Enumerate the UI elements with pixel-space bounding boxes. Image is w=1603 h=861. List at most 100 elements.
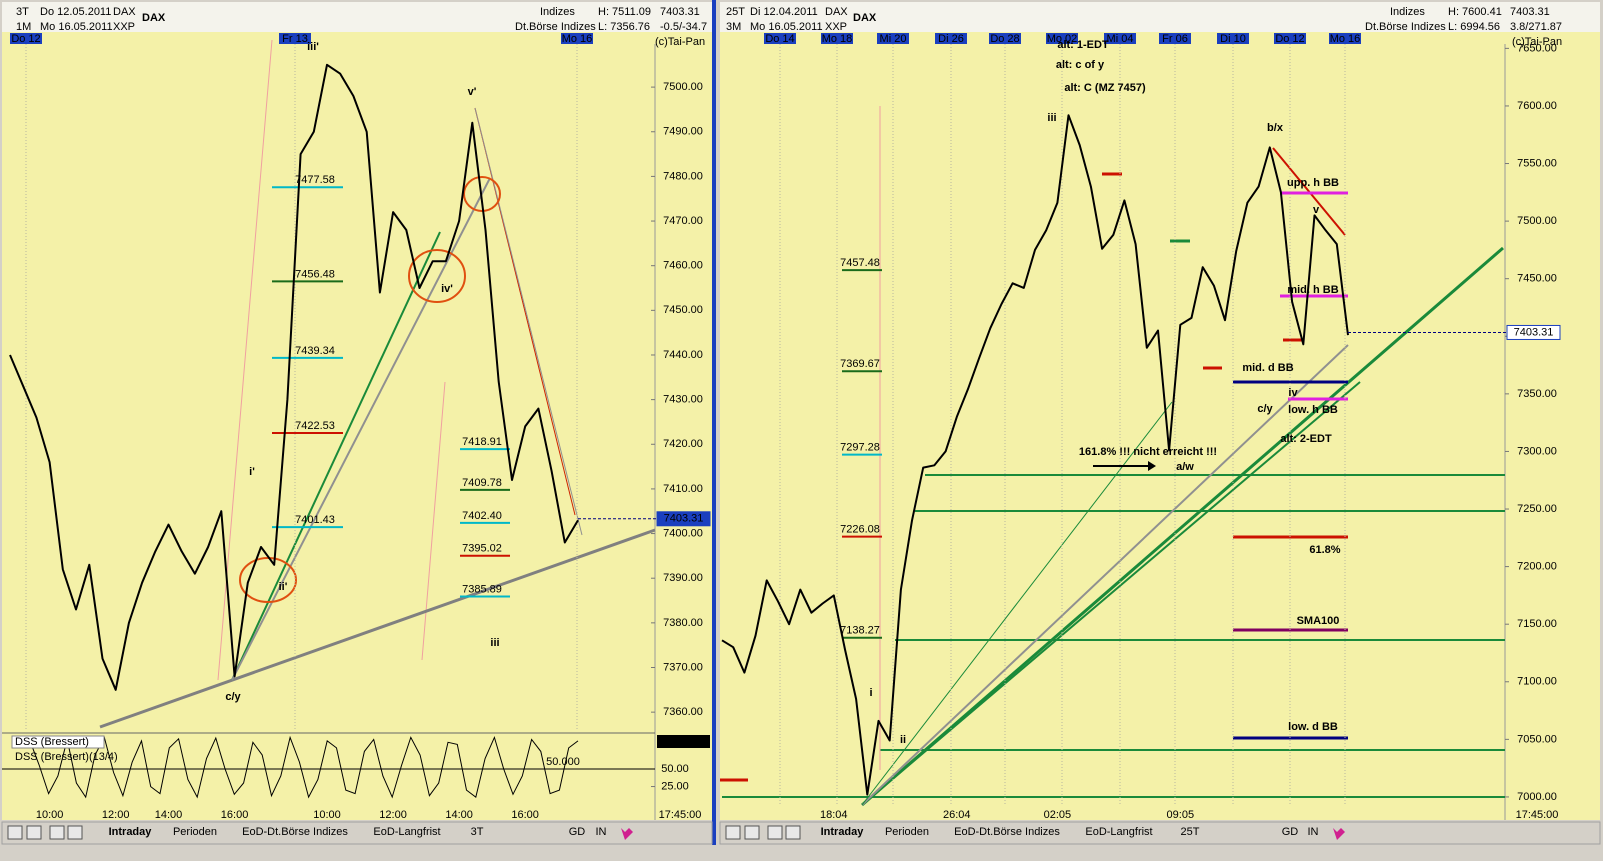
y-tick-label: 7450.00: [1517, 273, 1557, 285]
x-tick-label: 10:00: [313, 809, 341, 821]
osc-tick-label: 25.00: [661, 780, 689, 792]
y-tick-label: 7650.00: [1517, 42, 1557, 54]
level-label: 7369.67: [840, 358, 880, 370]
plot-bg: [720, 32, 1600, 820]
price-line: [721, 114, 1349, 796]
date-marker: Mi 20: [880, 33, 907, 45]
date-marker-box: [279, 33, 311, 44]
date-marker: Di 26: [938, 33, 964, 45]
x-tick-label: 26:04: [943, 809, 971, 821]
header-info: Dt.Börse Indizes: [1365, 21, 1446, 33]
date-marker-box: [10, 33, 42, 44]
wave-annotation: alt: c of y: [1056, 59, 1105, 71]
wave-annotation: a/w: [1176, 461, 1194, 473]
date-marker: Do 14: [765, 33, 794, 45]
osc-line: [29, 735, 579, 799]
level-label: 7297.28: [840, 441, 880, 453]
x-tick-label: 12:00: [102, 809, 130, 821]
y-tick-label: 7390.00: [663, 572, 703, 584]
copyright: (c)Tai-Pan: [655, 36, 705, 48]
level-label: 7402.40: [462, 510, 502, 522]
toolbar-tab[interactable]: 25T: [1181, 826, 1200, 838]
osc-name: DSS (Bressert)(13/4): [15, 751, 118, 763]
y-tick-label: 7450.00: [663, 304, 703, 316]
wave-annotation: mid. d BB: [1242, 362, 1293, 374]
toolbar-tab[interactable]: EoD-Langfrist: [373, 826, 440, 838]
date-marker: Mo 18: [822, 33, 853, 45]
y-tick-label: 7490.00: [663, 126, 703, 138]
date-marker-box: [1046, 33, 1078, 44]
osc-value-box: [657, 735, 710, 748]
date-marker: Mo 16: [562, 33, 593, 45]
y-tick-label: 7460.00: [663, 260, 703, 272]
y-tick-label: 7430.00: [663, 394, 703, 406]
date-marker: Fr 13: [282, 33, 308, 45]
header-info: H: 7511.09: [598, 6, 651, 18]
toolbar-tab[interactable]: Intraday: [109, 826, 153, 838]
price-line: [9, 63, 579, 691]
toolbar: [1, 821, 713, 845]
date-marker: Do 12: [11, 33, 40, 45]
toolbar-tab[interactable]: Intraday: [821, 826, 865, 838]
x-tick-label: 18:04: [820, 809, 848, 821]
last-value-box: [656, 511, 711, 527]
y-tick-label: 7100.00: [1517, 676, 1557, 688]
osc-value: -89.561: [664, 736, 701, 748]
wave-annotation: c/y: [225, 691, 241, 703]
wave-annotation: 61.8%: [1309, 544, 1340, 556]
y-tick-label: 7470.00: [663, 215, 703, 227]
toolbar-tab[interactable]: GD: [569, 826, 586, 838]
header-info: -0.5/-34.7: [660, 21, 707, 33]
header-info: Indizes: [540, 6, 575, 18]
toolbar-tab[interactable]: Perioden: [173, 826, 217, 838]
header-info: H: 7600.41: [1448, 6, 1502, 18]
date-marker: Mi 04: [1107, 33, 1134, 45]
x-tick-label: 14:00: [445, 809, 473, 821]
wave-annotation: iv: [1288, 387, 1298, 399]
date-marker-box: [1159, 33, 1191, 44]
wave-annotation: 161.8% !!! nicht erreicht !!!: [1079, 446, 1217, 458]
header-bg: [720, 2, 1600, 32]
toolbar-tab[interactable]: 3T: [471, 826, 484, 838]
date-marker-box: [561, 33, 593, 44]
toolbar-tab[interactable]: IN: [1308, 826, 1319, 838]
wave-annotation: iii: [490, 637, 499, 649]
header-info: 3M: [726, 21, 741, 33]
date-marker-box: [989, 33, 1021, 44]
toolbar-tab[interactable]: Perioden: [885, 826, 929, 838]
toolbar-tab[interactable]: EoD-Langfrist: [1085, 826, 1152, 838]
y-tick-label: 7600.00: [1517, 100, 1557, 112]
wave-annotation: mid. h BB: [1287, 284, 1338, 296]
date-marker: Do 12: [1275, 33, 1304, 45]
level-label: 7401.43: [295, 514, 335, 526]
y-tick-label: 7200.00: [1517, 561, 1557, 573]
header-info: Do 12.05.2011: [40, 6, 111, 18]
header-info: 7403.31: [1510, 6, 1550, 18]
toolbar-tab[interactable]: EoD-Dt.Börse Indizes: [954, 826, 1060, 838]
header-info: XXP: [825, 21, 847, 33]
y-tick-label: 7250.00: [1517, 503, 1557, 515]
toolbar-tab[interactable]: EoD-Dt.Börse Indizes: [242, 826, 348, 838]
x-tick-label: 10:00: [36, 809, 64, 821]
header-info: Dt.Börse Indizes: [515, 21, 596, 33]
level-label: 7409.78: [462, 477, 502, 489]
wave-annotation: v: [1313, 204, 1320, 216]
wave-annotation: i: [869, 687, 872, 699]
level-label: 7439.34: [295, 345, 335, 357]
osc-name: DSS (Bressert): [15, 736, 89, 748]
wave-annotation: low. d BB: [1288, 721, 1338, 733]
x-tick-label: 14:00: [155, 809, 183, 821]
toolbar-tab[interactable]: IN: [596, 826, 607, 838]
last-value: 7403.31: [1514, 326, 1554, 338]
wave-annotation: v': [468, 86, 477, 98]
osc-level-label: 50.000: [546, 756, 580, 768]
wave-annotation: iii': [307, 41, 319, 53]
y-tick-label: 7550.00: [1517, 157, 1557, 169]
last-value-box: [1506, 324, 1561, 340]
wave-annotation: iii: [1047, 112, 1056, 124]
toolbar-tab[interactable]: GD: [1282, 826, 1299, 838]
wave-annotation: b/x: [1267, 122, 1284, 134]
level-label: 7456.48: [295, 268, 335, 280]
date-marker: Do 28: [990, 33, 1019, 45]
